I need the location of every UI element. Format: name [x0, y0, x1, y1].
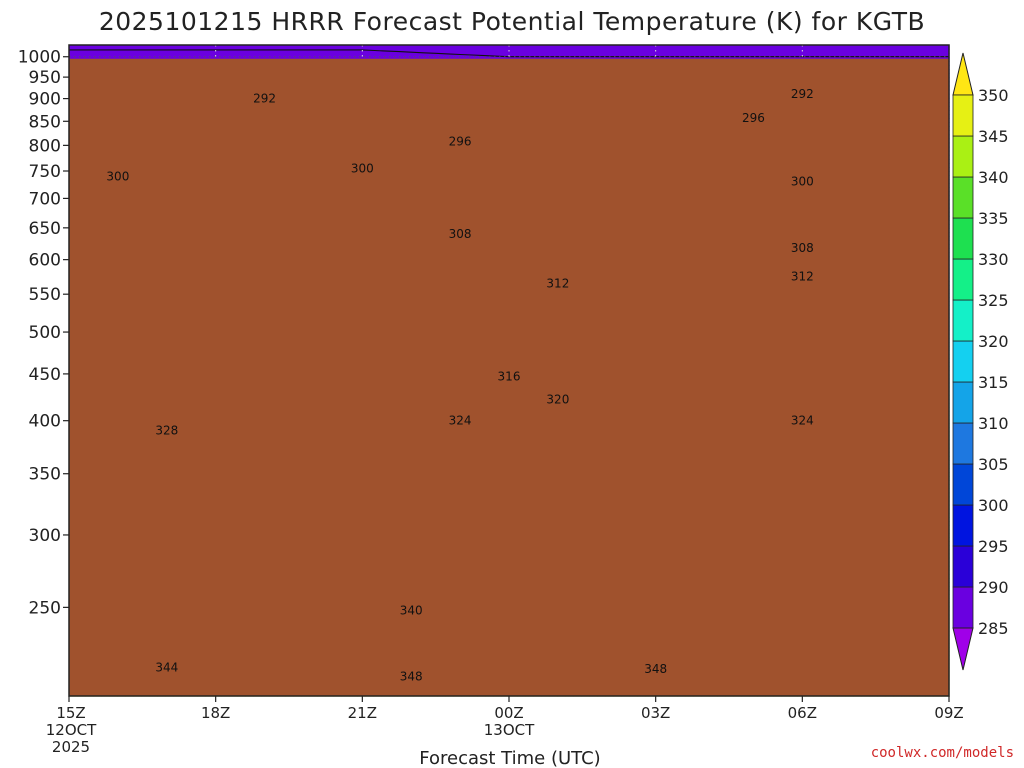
field-cell [317, 49, 326, 54]
field-cell [213, 53, 222, 58]
field-cell [213, 49, 222, 54]
field-cell [317, 53, 326, 58]
field-cell [109, 53, 118, 58]
field-cell [101, 45, 110, 50]
field-cell [293, 45, 302, 50]
field-cell [117, 45, 126, 50]
field-cell [141, 45, 150, 50]
field-cell [261, 53, 270, 58]
field-cell [109, 49, 118, 54]
field-cell [309, 45, 318, 50]
field-cell [245, 53, 254, 58]
field-cell [301, 53, 310, 58]
field-cell [261, 49, 270, 54]
field-cell [197, 53, 206, 58]
field-cell [197, 49, 206, 54]
field-cell [165, 53, 174, 58]
field-cell [277, 49, 286, 54]
field-cell [125, 53, 134, 58]
field-cell [253, 45, 262, 50]
field-cell [181, 45, 190, 50]
field-cell [85, 45, 94, 50]
field-cell [253, 49, 262, 54]
field-cell [221, 49, 230, 54]
field-cell [101, 49, 110, 54]
chart-title: 2025101215 HRRR Forecast Potential Tempe… [99, 7, 925, 36]
field-cell [245, 49, 254, 54]
field-cell [181, 49, 190, 54]
field-cell [301, 49, 310, 54]
field-cell [285, 49, 294, 54]
field-cell [69, 45, 78, 50]
field-cell [181, 53, 190, 58]
field-cell [157, 45, 166, 50]
field-cell [253, 53, 262, 58]
field-cell [261, 45, 270, 50]
field-cell [197, 45, 206, 50]
field-cell [69, 49, 78, 54]
field-cell [309, 53, 318, 58]
field-cell [149, 53, 158, 58]
field-cell [269, 53, 278, 58]
field-cell [69, 53, 78, 58]
field-cell [285, 53, 294, 58]
field-cell [277, 53, 286, 58]
field-cell [149, 49, 158, 54]
field-cell [125, 45, 134, 50]
field-cell [221, 53, 230, 58]
field-cell [205, 53, 214, 58]
field-cell [269, 45, 278, 50]
field-cell [109, 45, 118, 50]
field-cell [189, 53, 198, 58]
field-cell [77, 45, 86, 50]
field-cell [293, 53, 302, 58]
field-cell [205, 45, 214, 50]
field-cell [269, 49, 278, 54]
field-cell [117, 53, 126, 58]
field-cell [165, 49, 174, 54]
field-cell [157, 49, 166, 54]
field-cell [173, 45, 182, 50]
field-cell [229, 45, 238, 50]
field-cell [93, 49, 102, 54]
field-cell [237, 45, 246, 50]
field-cell [293, 49, 302, 54]
field-cell [93, 53, 102, 58]
field-cell [245, 45, 254, 50]
field-cell [173, 49, 182, 54]
field-cell [221, 45, 230, 50]
field-cell [229, 49, 238, 54]
field-cell [277, 45, 286, 50]
field-cell [237, 53, 246, 58]
field-cell [117, 49, 126, 54]
field-cell [93, 45, 102, 50]
field-cell [125, 49, 134, 54]
field-cell [85, 53, 94, 58]
field-cell [301, 45, 310, 50]
field-cell [133, 49, 142, 54]
field-cell [133, 45, 142, 50]
field-cell [213, 45, 222, 50]
field-cell [205, 49, 214, 54]
field-cell [173, 53, 182, 58]
field-cell [85, 49, 94, 54]
field-cell [229, 53, 238, 58]
field-cell [149, 45, 158, 50]
field-cell [237, 49, 246, 54]
field-cell [317, 45, 326, 50]
field-cell [157, 53, 166, 58]
field-cell [77, 49, 86, 54]
field-cell [141, 53, 150, 58]
field-cell [141, 49, 150, 54]
field-cell [77, 53, 86, 58]
field-cell [133, 53, 142, 58]
field-cell [189, 49, 198, 54]
field-cell [285, 45, 294, 50]
field-cell [309, 49, 318, 54]
field-cell [189, 45, 198, 50]
field-cell [101, 53, 110, 58]
field-cell [165, 45, 174, 50]
